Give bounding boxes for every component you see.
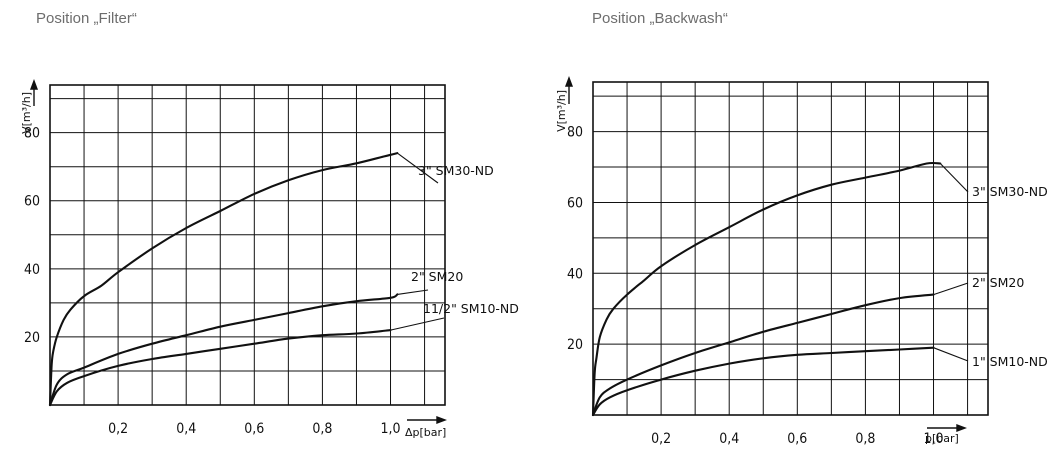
series-line (48, 329, 392, 407)
chart-backwash: 20 40 60 80 0,2 0,4 0,6 0,8 1,0 V[m³/h] p[bar] 3" S… (555, 76, 1048, 447)
x-tick-label: 0,2 (651, 431, 671, 447)
grid-backwash (593, 82, 988, 415)
x-tick-label: 0,6 (244, 421, 264, 437)
x-tick-label: 0,8 (855, 431, 875, 447)
series-label: 3" SM30-ND (418, 163, 494, 178)
x-tick-label: 1,0 (381, 421, 401, 437)
chart-filter: 20 40 60 80 0,2 0,4 0,6 0,8 1,0 V[m³/h] Δp[bar] 3" … (20, 79, 519, 439)
y-tick-label: 20 (567, 337, 583, 353)
series-label: 2" SM20 (972, 275, 1024, 290)
series-leader-line (933, 282, 969, 296)
series-label: 3" SM30-ND (972, 184, 1048, 199)
series-leader-line (939, 163, 969, 193)
series-label: 11/2" SM10-ND (423, 301, 519, 316)
series-leader-line (933, 347, 969, 362)
series-leader-line (390, 317, 445, 331)
x-axis-label: p[bar] (925, 432, 959, 445)
y-tick-label: 60 (567, 195, 583, 211)
y-tick-label: 60 (24, 194, 40, 210)
x-tick-label: 0,8 (312, 421, 332, 437)
series-line (591, 346, 935, 417)
series-line (48, 293, 399, 407)
y-axis-label: V[m³/h] (20, 92, 33, 134)
chart-title-backwash: Position „Backwash“ (592, 10, 728, 27)
plot-frame (49, 84, 446, 406)
y-axis-arrowhead (564, 76, 574, 87)
x-tick-label: 0,2 (108, 421, 128, 437)
series-line (48, 152, 399, 407)
series-leader-line (396, 152, 439, 184)
grid-filter (50, 85, 445, 405)
x-tick-label: 0,6 (787, 431, 807, 447)
series-line (591, 293, 935, 417)
y-tick-label: 20 (24, 330, 40, 346)
y-axis-arrowhead (29, 79, 39, 90)
y-tick-label: 80 (24, 126, 40, 142)
x-axis-label: Δp[bar] (405, 426, 446, 439)
x-tick-label: 0,4 (719, 431, 739, 447)
plot-frame (592, 81, 989, 416)
series-label: 2" SM20 (411, 269, 463, 284)
chart-title-filter: Position „Filter“ (36, 10, 137, 27)
series-line (591, 161, 942, 417)
x-axis-arrowhead (436, 415, 447, 425)
y-axis-label: V[m³/h] (555, 90, 568, 132)
series-leader-line (397, 289, 429, 295)
x-axis-arrowhead (956, 423, 967, 433)
y-tick-label: 40 (24, 262, 40, 278)
y-tick-label: 40 (567, 266, 583, 282)
x-tick-label: 1,0 (924, 431, 944, 447)
x-tick-label: 0,4 (176, 421, 196, 437)
y-tick-label: 80 (567, 125, 583, 141)
series-label: 1" SM10-ND (972, 354, 1048, 369)
